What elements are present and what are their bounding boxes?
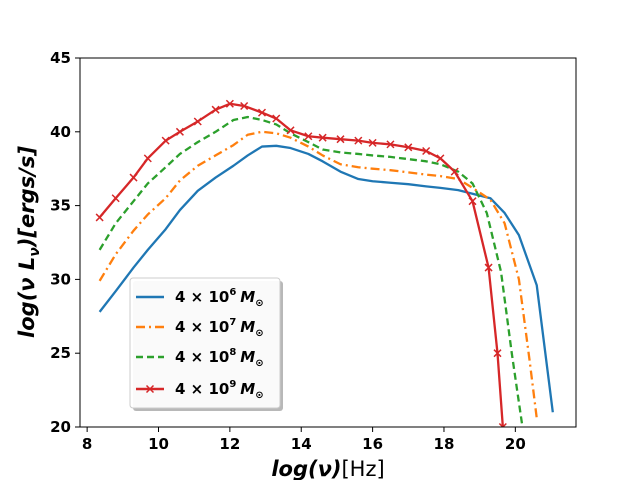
legend-label-exp: 6 (229, 287, 236, 298)
data-point-marker (193, 117, 202, 126)
legend-entry: 4 × 106 M⊙ (136, 287, 264, 309)
y-axis-title: log(ν Lν)[ergs/s] (15, 146, 43, 338)
y-axis: 20 25 30 35 40 45 (50, 49, 80, 436)
x-tick-label: 10 (148, 435, 169, 453)
data-point-marker (161, 136, 170, 145)
series-layer (95, 99, 554, 427)
legend-swatch-marker (145, 384, 155, 394)
data-point-marker (386, 140, 395, 149)
series-line (98, 130, 538, 419)
x-axis-title: log(ν)[Hz] (271, 457, 384, 480)
data-point-marker (422, 146, 431, 156)
x-tick-label: 20 (505, 435, 526, 453)
legend-label: 4 × 109 M⊙ (175, 379, 264, 401)
data-point-marker (272, 114, 281, 123)
y-axis-title-sub: ν (27, 247, 43, 257)
data-point-marker (304, 132, 313, 141)
x-axis: 8 10 12 14 16 18 20 (82, 427, 526, 453)
data-point-marker (143, 154, 152, 163)
data-point-marker (95, 213, 104, 222)
legend-label: 4 × 108 M⊙ (175, 347, 264, 369)
y-axis-title-main: log(ν L (15, 257, 39, 338)
data-point-marker (111, 194, 120, 203)
legend-entries: 4 × 106 M⊙ 4 × 107 M⊙ 4 × 108 M⊙ 4 × 109 M⊙ (136, 287, 264, 401)
data-point-marker (211, 105, 220, 114)
legend-label-exp: 7 (229, 317, 236, 328)
legend-label-subsymbol: ⊙ (255, 298, 263, 309)
x-tick-label: 16 (362, 435, 383, 453)
legend-label-base: 4 × 10 (175, 380, 229, 398)
data-point-marker (368, 138, 377, 147)
legend-entry: 4 × 107 M⊙ (136, 317, 264, 339)
legend-label: 4 × 106 M⊙ (175, 287, 264, 309)
data-point-marker (240, 101, 249, 111)
legend-label-base: 4 × 10 (175, 288, 229, 306)
y-axis-title-tail: )[ergs/s] (15, 146, 39, 248)
series-4 (95, 99, 507, 427)
legend: 4 × 106 M⊙ 4 × 107 M⊙ 4 × 108 M⊙ 4 × 109 M⊙ (129, 277, 283, 411)
legend-label: 4 × 107 M⊙ (175, 317, 264, 339)
legend-label-symbol: M (240, 288, 255, 306)
data-point-marker (225, 99, 234, 108)
data-point-marker (468, 197, 477, 206)
x-tick-label: 12 (219, 435, 240, 453)
legend-label-symbol: M (240, 318, 255, 336)
data-point-marker (257, 108, 267, 117)
legend-label-subsymbol: ⊙ (255, 328, 263, 339)
legend-label-base: 4 × 10 (175, 318, 229, 336)
y-tick-label: 25 (50, 344, 71, 362)
y-tick-label: 45 (50, 49, 71, 67)
y-tick-label: 30 (50, 270, 71, 288)
data-point-marker (404, 143, 413, 152)
data-point-marker (129, 173, 138, 182)
legend-label-exp: 9 (229, 379, 236, 390)
legend-label-base: 4 × 10 (175, 348, 229, 366)
x-axis-title-unit: [Hz] (341, 457, 384, 480)
y-tick-label: 20 (50, 418, 71, 436)
legend-label-symbol: M (240, 380, 255, 398)
data-point-marker (318, 133, 327, 142)
plot-frame (79, 57, 577, 428)
data-point-marker (175, 127, 184, 136)
y-tick-label: 35 (50, 197, 71, 215)
legend-box (129, 277, 281, 409)
data-point-marker (336, 135, 345, 144)
data-point-marker (450, 167, 459, 176)
legend-entry: 4 × 108 M⊙ (136, 347, 264, 369)
series-2 (98, 130, 538, 419)
x-axis-title-main: log(ν) (271, 457, 341, 480)
x-tick-label: 14 (291, 435, 312, 453)
data-point-marker (493, 349, 502, 358)
legend-label-subsymbol: ⊙ (255, 358, 263, 369)
data-point-marker (498, 422, 507, 427)
legend-entry: 4 × 109 M⊙ (136, 379, 264, 401)
series-line (98, 115, 524, 427)
data-point-marker (484, 263, 493, 272)
legend-label-symbol: M (240, 348, 255, 366)
x-tick-label: 18 (434, 435, 455, 453)
legend-label-exp: 8 (229, 347, 236, 358)
data-point-marker (286, 126, 295, 135)
legend-label-subsymbol: ⊙ (255, 390, 263, 401)
data-point-marker (436, 154, 445, 163)
series-3 (98, 115, 524, 427)
x-tick-label: 8 (82, 435, 92, 453)
data-point-marker (354, 136, 363, 145)
y-tick-label: 40 (50, 123, 71, 141)
